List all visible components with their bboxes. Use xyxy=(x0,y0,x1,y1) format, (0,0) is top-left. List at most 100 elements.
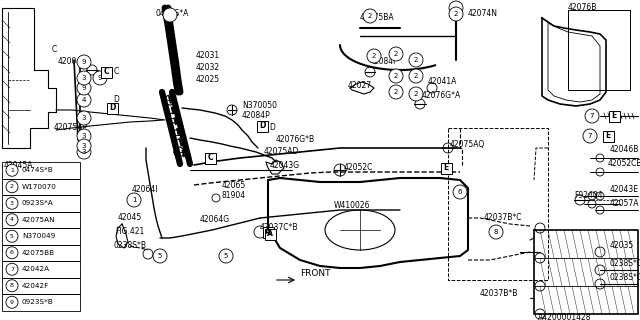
Text: 7: 7 xyxy=(10,267,14,272)
Text: W170070: W170070 xyxy=(22,184,57,190)
Circle shape xyxy=(409,87,423,101)
Circle shape xyxy=(6,280,18,292)
Text: D: D xyxy=(269,124,275,132)
Text: FIG.421: FIG.421 xyxy=(115,228,145,236)
Circle shape xyxy=(363,9,377,23)
FancyBboxPatch shape xyxy=(205,153,216,164)
Text: 42075AP: 42075AP xyxy=(54,124,88,132)
Circle shape xyxy=(489,225,503,239)
Text: 42075AN: 42075AN xyxy=(22,217,56,223)
Text: 42074N: 42074N xyxy=(468,10,498,19)
Text: 0238S*C: 0238S*C xyxy=(610,274,640,283)
Text: 3: 3 xyxy=(82,75,86,81)
Text: 0238S*B: 0238S*B xyxy=(113,241,147,250)
Text: W410026: W410026 xyxy=(334,201,371,210)
Text: D: D xyxy=(109,103,115,113)
Text: 0474S*B: 0474S*B xyxy=(22,167,54,173)
Circle shape xyxy=(389,47,403,61)
Text: 42064I: 42064I xyxy=(132,185,159,194)
Circle shape xyxy=(389,85,403,99)
Circle shape xyxy=(77,81,91,95)
Text: 42045: 42045 xyxy=(118,213,142,222)
Text: F92404: F92404 xyxy=(574,191,603,201)
Circle shape xyxy=(77,129,91,143)
Text: 3: 3 xyxy=(82,133,86,139)
Circle shape xyxy=(6,197,18,209)
Text: 8: 8 xyxy=(10,283,14,288)
Text: 42037B*C: 42037B*C xyxy=(484,213,522,222)
Text: 42037C*B: 42037C*B xyxy=(260,223,298,233)
Text: 42043E: 42043E xyxy=(610,186,639,195)
Circle shape xyxy=(6,164,18,176)
Circle shape xyxy=(449,7,463,21)
Text: 42042F: 42042F xyxy=(22,283,49,289)
Text: 42084P: 42084P xyxy=(242,111,271,121)
Circle shape xyxy=(389,69,403,83)
Text: 5: 5 xyxy=(158,253,162,259)
Text: 5: 5 xyxy=(224,253,228,259)
Text: D: D xyxy=(113,95,119,105)
Text: 0923S*B: 0923S*B xyxy=(22,299,54,305)
Text: 2: 2 xyxy=(394,51,398,57)
Text: 7: 7 xyxy=(589,113,595,119)
Text: 42057A: 42057A xyxy=(610,199,639,209)
Text: 0238S*C: 0238S*C xyxy=(610,260,640,268)
Text: 2: 2 xyxy=(394,89,398,95)
Text: C: C xyxy=(207,154,213,163)
Text: 42084F: 42084F xyxy=(370,58,399,67)
FancyBboxPatch shape xyxy=(602,131,614,141)
Text: 2: 2 xyxy=(454,11,458,17)
Text: 42031: 42031 xyxy=(196,52,220,60)
Circle shape xyxy=(77,139,91,153)
Text: 42045A: 42045A xyxy=(4,162,33,171)
Circle shape xyxy=(367,49,381,63)
Text: A4200001428: A4200001428 xyxy=(538,313,591,320)
Text: 42076G*B: 42076G*B xyxy=(276,135,315,145)
Text: 2: 2 xyxy=(394,73,398,79)
Circle shape xyxy=(93,71,107,85)
Text: 5: 5 xyxy=(10,234,14,239)
Circle shape xyxy=(153,249,167,263)
Text: E: E xyxy=(605,132,611,140)
Text: 4: 4 xyxy=(10,217,14,222)
Text: 42075AQ: 42075AQ xyxy=(450,140,485,148)
Text: 42052CB: 42052CB xyxy=(608,159,640,169)
Text: 42075AD: 42075AD xyxy=(264,148,300,156)
Text: 42076B: 42076B xyxy=(568,4,597,12)
Text: 42046B: 42046B xyxy=(610,146,639,155)
Text: 42052C: 42052C xyxy=(344,164,373,172)
Circle shape xyxy=(6,181,18,193)
Text: 42043G: 42043G xyxy=(270,161,300,170)
Circle shape xyxy=(409,53,423,67)
Text: 0474S*A: 0474S*A xyxy=(155,10,188,19)
Text: 9: 9 xyxy=(82,59,86,65)
Text: 2: 2 xyxy=(414,57,418,63)
Text: FRONT: FRONT xyxy=(300,269,330,278)
Text: 81904: 81904 xyxy=(222,191,246,201)
Text: 4: 4 xyxy=(82,97,86,103)
Text: D: D xyxy=(259,122,265,131)
Circle shape xyxy=(6,247,18,259)
Circle shape xyxy=(163,8,177,22)
FancyBboxPatch shape xyxy=(100,67,111,77)
FancyBboxPatch shape xyxy=(106,102,118,114)
Text: 42041A: 42041A xyxy=(428,77,458,86)
FancyBboxPatch shape xyxy=(440,163,451,173)
Text: 2: 2 xyxy=(368,13,372,19)
Text: 3: 3 xyxy=(10,201,14,206)
Text: 3: 3 xyxy=(82,115,86,121)
Text: 8: 8 xyxy=(493,229,499,235)
Text: 3: 3 xyxy=(82,149,86,155)
Circle shape xyxy=(127,193,141,207)
Circle shape xyxy=(453,185,467,199)
Text: 6: 6 xyxy=(458,189,462,195)
Text: 0923S*A: 0923S*A xyxy=(22,200,54,206)
Text: 42076G*A: 42076G*A xyxy=(422,92,461,100)
Text: 42025: 42025 xyxy=(196,76,220,84)
Text: 42032: 42032 xyxy=(196,63,220,73)
Text: 42075BA: 42075BA xyxy=(360,13,395,22)
Text: 9: 9 xyxy=(98,75,102,81)
Circle shape xyxy=(6,296,18,308)
Text: 6: 6 xyxy=(10,250,14,255)
Text: 42042A: 42042A xyxy=(22,266,50,272)
